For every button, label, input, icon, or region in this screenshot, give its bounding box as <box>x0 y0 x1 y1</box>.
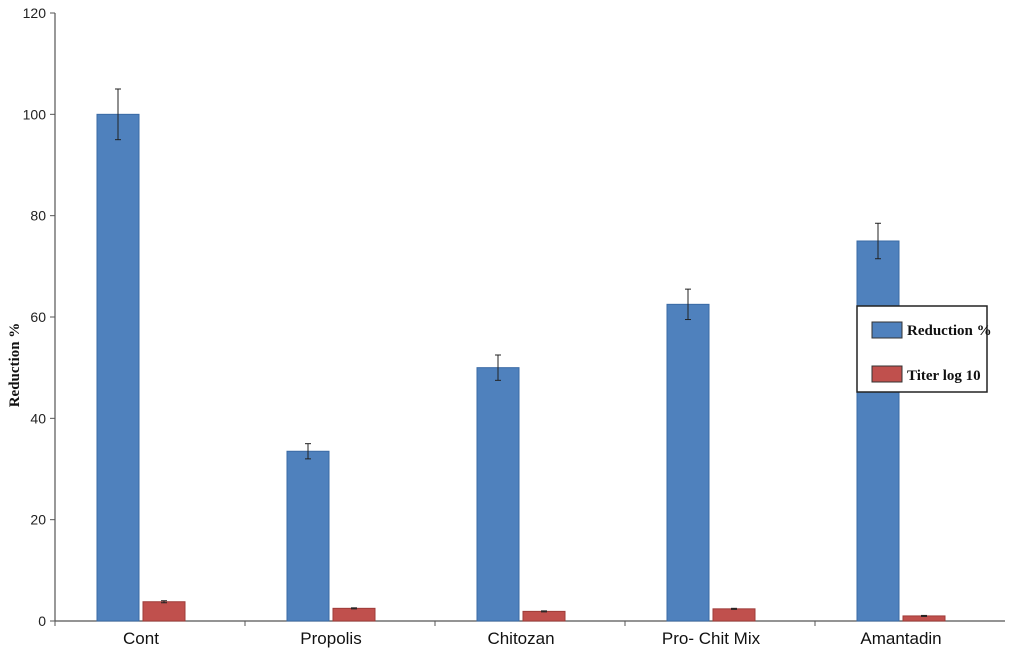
bar-titer <box>142 601 186 622</box>
y-tick-label: 0 <box>38 613 46 629</box>
y-tick-label: 20 <box>30 512 46 528</box>
y-tick-label: 80 <box>30 208 46 224</box>
legend: Reduction % Titer log 10 <box>856 305 992 393</box>
x-tick-label: Chitozan <box>487 629 554 648</box>
legend-swatch-reduction <box>871 321 903 339</box>
legend-swatch-titer <box>871 365 903 383</box>
bar-reduction <box>286 450 330 622</box>
legend-label-titer: Titer log 10 <box>907 368 981 384</box>
y-tick-label: 40 <box>30 410 46 426</box>
bar-titer <box>712 608 756 622</box>
y-axis-label: Reduction % <box>7 323 23 408</box>
bar-titer <box>522 610 566 622</box>
legend-label-reduction: Reduction % <box>907 323 992 339</box>
bar-reduction <box>856 240 900 622</box>
y-tick-label: 100 <box>23 106 47 122</box>
x-tick-label: Amantadin <box>860 629 941 648</box>
bars <box>96 88 946 622</box>
x-tick-label: Propolis <box>300 629 361 648</box>
x-tick-label: Cont <box>123 629 159 648</box>
bar-reduction <box>476 367 520 622</box>
y-tick-label: 60 <box>30 309 46 325</box>
bar-reduction <box>666 303 710 622</box>
x-tick-label: Pro- Chit Mix <box>662 629 761 648</box>
y-tick-label: 120 <box>23 5 47 21</box>
labels: 0 20 40 60 80 100 120 Cont Propolis Chitozan Pro- … <box>23 5 942 648</box>
bar-titer <box>332 607 376 622</box>
bar-reduction <box>96 113 140 622</box>
